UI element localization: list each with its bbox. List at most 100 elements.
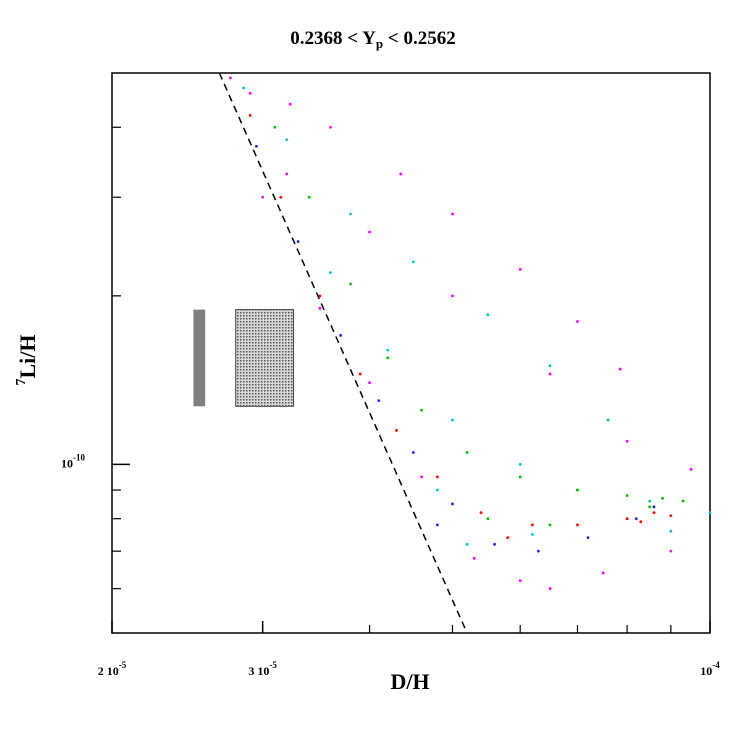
data-point [435,488,439,492]
data-point [486,313,490,317]
data-point [261,195,265,199]
data-point [606,418,610,422]
x-tick-label-base: 10 [700,664,712,678]
data-point [349,212,352,216]
data-point [377,399,381,403]
data-point [296,240,300,243]
data-point [548,364,552,368]
data-point [548,587,552,591]
data-point [472,556,476,560]
data-point [358,372,362,376]
data-point [242,86,245,90]
data-point [639,520,643,524]
x-axis-label: D/H [390,669,429,694]
data-point [648,505,652,509]
data-point [708,511,712,515]
x-tick-label: 2 10-5 [98,660,127,678]
data-point [318,306,322,310]
data-point [339,333,342,337]
x-tick-label-exp: -5 [269,660,277,670]
data-point [518,475,522,479]
data-point [273,125,277,129]
x-tick-label: 10-4 [700,660,720,678]
data-point [399,172,403,176]
data-point [625,494,629,497]
data-point [530,523,534,527]
data-point [435,475,439,479]
y-tick-label: 10-10 [61,452,85,470]
data-point [548,372,552,376]
data-point [669,529,673,533]
data-point [576,523,579,527]
data-point [518,267,522,271]
y-axis-label: 7Li/H [14,334,40,385]
data-point [386,348,390,352]
data-point [618,367,622,371]
x-tick-label-base: 2 10 [98,664,119,678]
data-point [586,536,590,540]
data-point [328,125,332,129]
data-point [486,517,490,521]
data-point [451,212,454,216]
data-point [576,320,579,323]
data-point [689,467,693,471]
data-point [518,579,522,583]
y-tick-label-exp: -10 [73,452,85,462]
data-point [318,294,322,298]
x-tick-label-base: 3 10 [248,664,269,678]
data-point [411,260,415,264]
data-point [669,514,673,518]
data-point [601,571,605,575]
data-point [368,230,371,234]
observation-box [193,309,206,407]
data-point [465,451,469,454]
data-point [681,499,685,503]
data-point [435,523,439,527]
x-tick-label-exp: -4 [712,660,720,670]
data-point [576,488,579,492]
y-tick-label-base: 10 [61,456,73,470]
data-point [255,144,258,148]
data-point [248,114,252,117]
data-point [288,102,292,106]
data-point [669,549,673,553]
data-point [451,502,454,506]
data-point [386,356,390,360]
data-point [285,138,289,142]
data-point [518,463,522,466]
chart-title: 0.2368 < Yp < 0.2562 [290,28,455,51]
data-point [248,91,252,95]
data-point [536,549,540,553]
data-point [648,499,652,503]
data-point [307,195,311,199]
data-point [634,517,638,521]
plot-frame [111,72,711,634]
data-point [652,505,656,509]
data-point [625,517,629,521]
data-point [451,418,454,422]
reference-line [218,72,468,634]
data-point [465,542,469,546]
data-point [228,76,232,80]
data-point [279,195,283,199]
data-point [625,439,629,443]
data-point [368,381,371,384]
data-point [420,408,423,412]
data-point [506,536,510,540]
data-point [548,523,552,527]
data-point [420,475,423,479]
data-point [349,282,352,286]
data-point [652,511,656,515]
data-point [479,511,483,515]
data-point [395,429,398,432]
data-point [530,532,534,536]
x-tick-label-exp: -5 [119,660,127,670]
data-point [411,451,415,454]
data-point [328,271,332,275]
data-point [285,172,289,176]
data-point [493,542,496,546]
data-point [661,496,664,500]
x-tick-label: 3 10-5 [248,660,277,678]
observation-box [235,309,295,407]
